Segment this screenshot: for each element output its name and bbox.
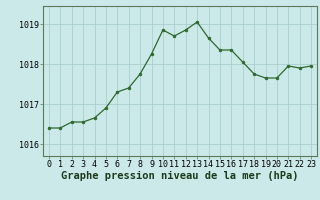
X-axis label: Graphe pression niveau de la mer (hPa): Graphe pression niveau de la mer (hPa) <box>61 171 299 181</box>
